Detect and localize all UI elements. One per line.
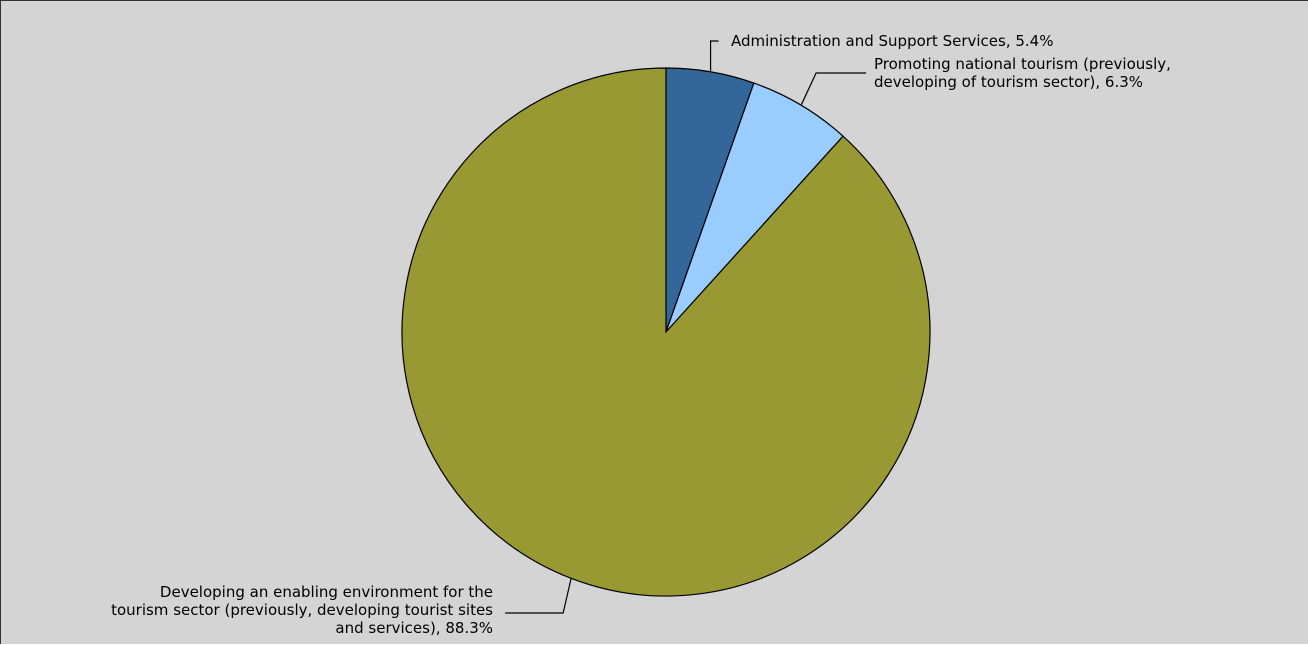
slice-label-2: Promoting national tourism (previously, d…	[874, 55, 1171, 91]
slice-label-3-line-3: and services), 88.3%	[335, 619, 493, 637]
pie-slices	[401, 67, 931, 597]
slice-label-1: Administration and Support Services, 5.4…	[731, 32, 1053, 50]
pie-slice-3	[401, 67, 931, 597]
slice-label-1-line-1: Administration and Support Services, 5.4…	[731, 32, 1053, 50]
slice-label-3-line-1: Developing an enabling environment for t…	[160, 583, 493, 601]
leader-line-2	[800, 72, 867, 106]
leader-line-3	[505, 578, 572, 614]
leader-line-1	[709, 40, 719, 72]
slice-label-3-line-2: tourism sector (previously, developing t…	[111, 601, 493, 619]
slice-label-2-line-1: Promoting national tourism (previously,	[874, 55, 1171, 73]
slice-label-2-line-2: developing of tourism sector), 6.3%	[874, 73, 1143, 91]
slice-label-3: Developing an enabling environment for t…	[111, 583, 493, 637]
pie-labels: Administration and Support Services, 5.4…	[111, 32, 1171, 637]
